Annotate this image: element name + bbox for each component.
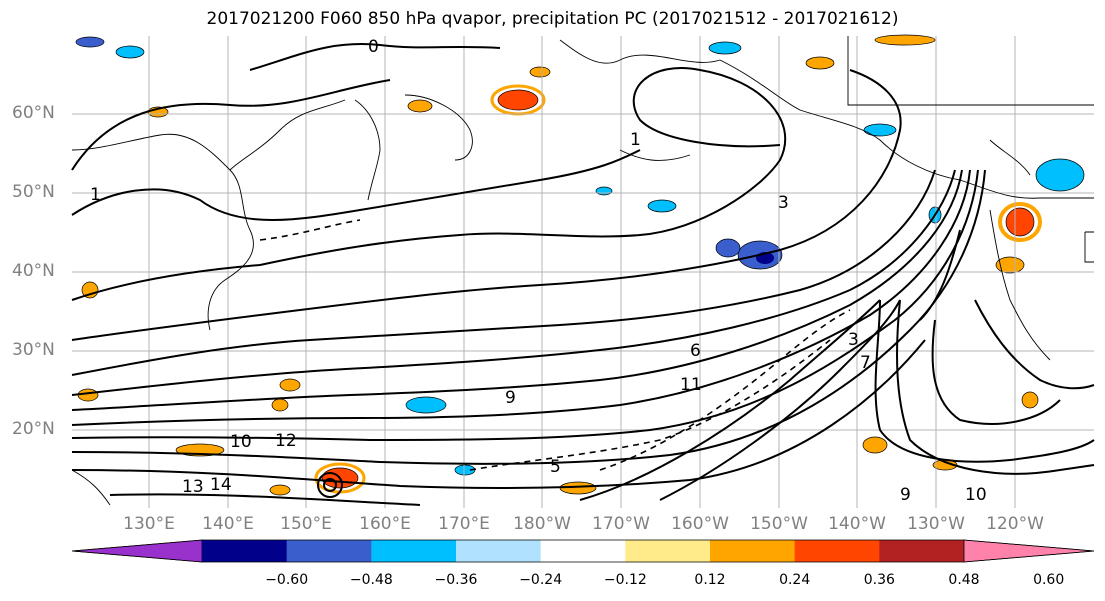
colorbar-extend-low [71,539,203,563]
map-title: 2017021200 F060 850 hPa qvapor, precipit… [206,9,899,29]
lon-label-140w: 140°W [828,514,886,534]
colorbar-segment [202,540,288,562]
colorbar-tick-label: 0.60 [1033,572,1065,588]
lon-label-120w: 120°W [986,514,1044,534]
lon-label-130w: 130°W [907,514,965,534]
graticule [72,36,1094,508]
lon-label-140e: 140°E [202,514,254,534]
colorbar-tick-label: −0.60 [265,572,309,588]
precip-shading [75,34,1085,496]
colorbar-segment [540,540,626,562]
lat-label-50n: 50°N [12,182,55,202]
lon-label-170w: 170°W [592,514,650,534]
lon-label-170e: 170°E [438,514,490,534]
lon-label-160w: 160°W [671,514,729,534]
colorbar-segment [794,540,880,562]
colorbar-outline [71,539,1095,563]
colorbar-tick-label: 0.48 [948,572,980,588]
colorbar-segment [371,540,457,562]
colorbar-segment [625,540,711,562]
colorbar-extend-high [963,539,1095,563]
qvapor-contours [71,43,1095,506]
colorbar-segment [456,540,542,562]
colorbar-tick-label: −0.48 [349,572,393,588]
lat-label-30n: 30°N [12,340,55,360]
lat-label-40n: 40°N [12,261,55,281]
coastlines [71,36,1094,506]
lon-label-150w: 150°W [750,514,808,534]
colorbar-tick-label: 0.24 [779,572,811,588]
lon-label-150e: 150°E [280,514,332,534]
lon-label-180w: 180°W [513,514,571,534]
colorbar-tick-label: −0.36 [434,572,478,588]
colorbar [71,539,1095,563]
colorbar-segment [710,540,796,562]
lat-label-60n: 60°N [12,103,55,123]
colorbar-tick-label: 0.12 [694,572,726,588]
lon-label-130e: 130°E [123,514,175,534]
colorbar-tick-label: 0.36 [863,572,895,588]
dashed-contours [259,219,851,471]
colorbar-segment [286,540,372,562]
colorbar-segment [879,540,965,562]
lat-label-20n: 20°N [12,419,55,439]
lon-label-160e: 160°E [359,514,411,534]
colorbar-tick-label: −0.24 [519,572,563,588]
colorbar-tick-label: −0.12 [603,572,647,588]
